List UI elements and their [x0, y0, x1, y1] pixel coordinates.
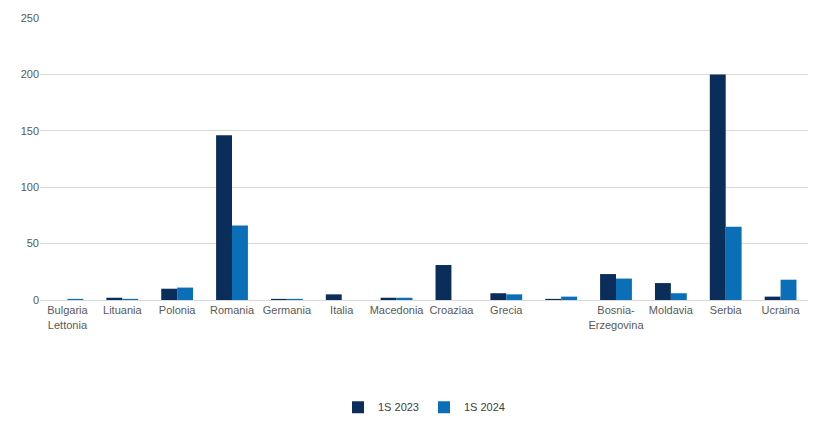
svg-text:Moldavia: Moldavia [649, 304, 694, 316]
svg-text:Italia: Italia [330, 304, 354, 316]
svg-text:Romania: Romania [210, 304, 255, 316]
svg-text:0: 0 [33, 294, 39, 306]
svg-text:Lituania: Lituania [103, 304, 142, 316]
svg-text:150: 150 [21, 125, 39, 137]
svg-text:Macedonia: Macedonia [370, 304, 425, 316]
svg-text:Ucraina: Ucraina [762, 304, 801, 316]
svg-text:BulgariaLettonia: BulgariaLettonia [47, 304, 88, 330]
svg-text:1S 2024: 1S 2024 [464, 401, 505, 413]
svg-text:1S 2023: 1S 2023 [378, 401, 419, 413]
svg-text:Germania: Germania [263, 304, 312, 316]
svg-text:200: 200 [21, 68, 39, 80]
svg-text:Bosnia-Erzegovina: Bosnia-Erzegovina [588, 304, 644, 330]
svg-text:100: 100 [21, 181, 39, 193]
svg-text:Croaziaa: Croaziaa [429, 304, 474, 316]
svg-text:250: 250 [21, 12, 39, 24]
svg-text:50: 50 [27, 237, 39, 249]
svg-text:Grecia: Grecia [490, 304, 523, 316]
svg-text:Serbia: Serbia [710, 304, 743, 316]
svg-text:Polonia: Polonia [159, 304, 197, 316]
